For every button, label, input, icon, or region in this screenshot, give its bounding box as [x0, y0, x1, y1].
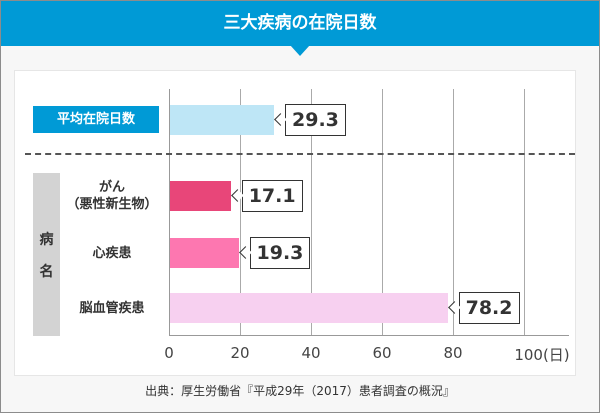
source-note: 出典：厚生労働省『平成29年（2017）患者調査の概況』 [145, 384, 455, 398]
x-tick-label: 80 [443, 344, 463, 362]
gridline [240, 89, 241, 336]
x-tick-label: 20 [230, 344, 250, 362]
bar [170, 105, 274, 135]
category-label-line: がん [98, 180, 125, 195]
average-label: 平均在院日数 [33, 106, 159, 133]
y-axis-line [169, 89, 170, 336]
category-label-line: 心疾患 [92, 245, 132, 261]
bar [170, 238, 239, 268]
x-tick-label: 100(日) [514, 346, 570, 364]
value-label: 78.2 [458, 292, 520, 324]
gridline [524, 89, 525, 336]
axis-label-char: 名 [39, 263, 54, 280]
category-label-line: （悪性新生物） [66, 197, 158, 212]
gridline [311, 89, 312, 336]
value-label: 19.3 [249, 237, 311, 269]
group-divider [25, 153, 575, 155]
gridline [453, 89, 454, 336]
category-axis-label: 病名 [33, 173, 60, 336]
bar [170, 181, 231, 211]
axis-label-char: 病 [39, 231, 54, 248]
category-label: 脳血管疾患 [57, 300, 167, 317]
value-label: 29.3 [285, 104, 346, 136]
chart-title: 三大疾病の在院日数 [1, 1, 599, 46]
x-tick-label: 60 [372, 344, 392, 362]
category-label: 心疾患 [57, 245, 167, 262]
x-tick-label: 0 [164, 344, 174, 362]
x-axis-line [169, 335, 569, 336]
category-label-line: 脳血管疾患 [79, 300, 145, 316]
category-label: がん （悪性新生物） [57, 179, 167, 213]
gridline [382, 89, 383, 336]
title-pointer [290, 45, 310, 56]
x-tick-label: 40 [301, 344, 321, 362]
value-label: 17.1 [241, 180, 303, 212]
bar [170, 293, 448, 323]
